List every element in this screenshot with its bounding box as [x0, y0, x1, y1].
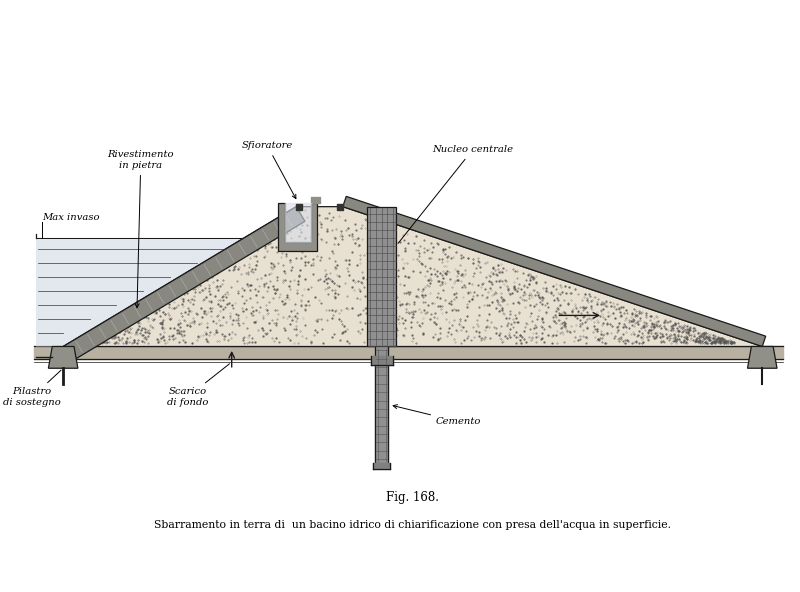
Text: Pilastro
di sostegno: Pilastro di sostegno — [3, 370, 61, 407]
Text: Cemento: Cemento — [393, 405, 482, 426]
Text: Sbarramento in terra di  un bacino idrico di chiarificazione con presa dell'acqu: Sbarramento in terra di un bacino idrico… — [154, 520, 671, 530]
Polygon shape — [278, 203, 317, 251]
Polygon shape — [36, 238, 244, 346]
Text: Rivestimento
in pietra: Rivestimento in pietra — [107, 150, 174, 308]
Polygon shape — [63, 207, 305, 361]
Bar — [367, 207, 396, 346]
Polygon shape — [63, 207, 762, 346]
Text: Fig. 168.: Fig. 168. — [386, 491, 439, 504]
Polygon shape — [747, 346, 777, 368]
Text: Scarico
di fondo: Scarico di fondo — [166, 363, 230, 407]
Polygon shape — [48, 346, 78, 368]
Text: Max invaso: Max invaso — [42, 213, 100, 222]
Text: Nucleo centrale: Nucleo centrale — [398, 145, 513, 243]
Text: Sfioratore: Sfioratore — [242, 141, 296, 198]
Polygon shape — [342, 197, 766, 346]
